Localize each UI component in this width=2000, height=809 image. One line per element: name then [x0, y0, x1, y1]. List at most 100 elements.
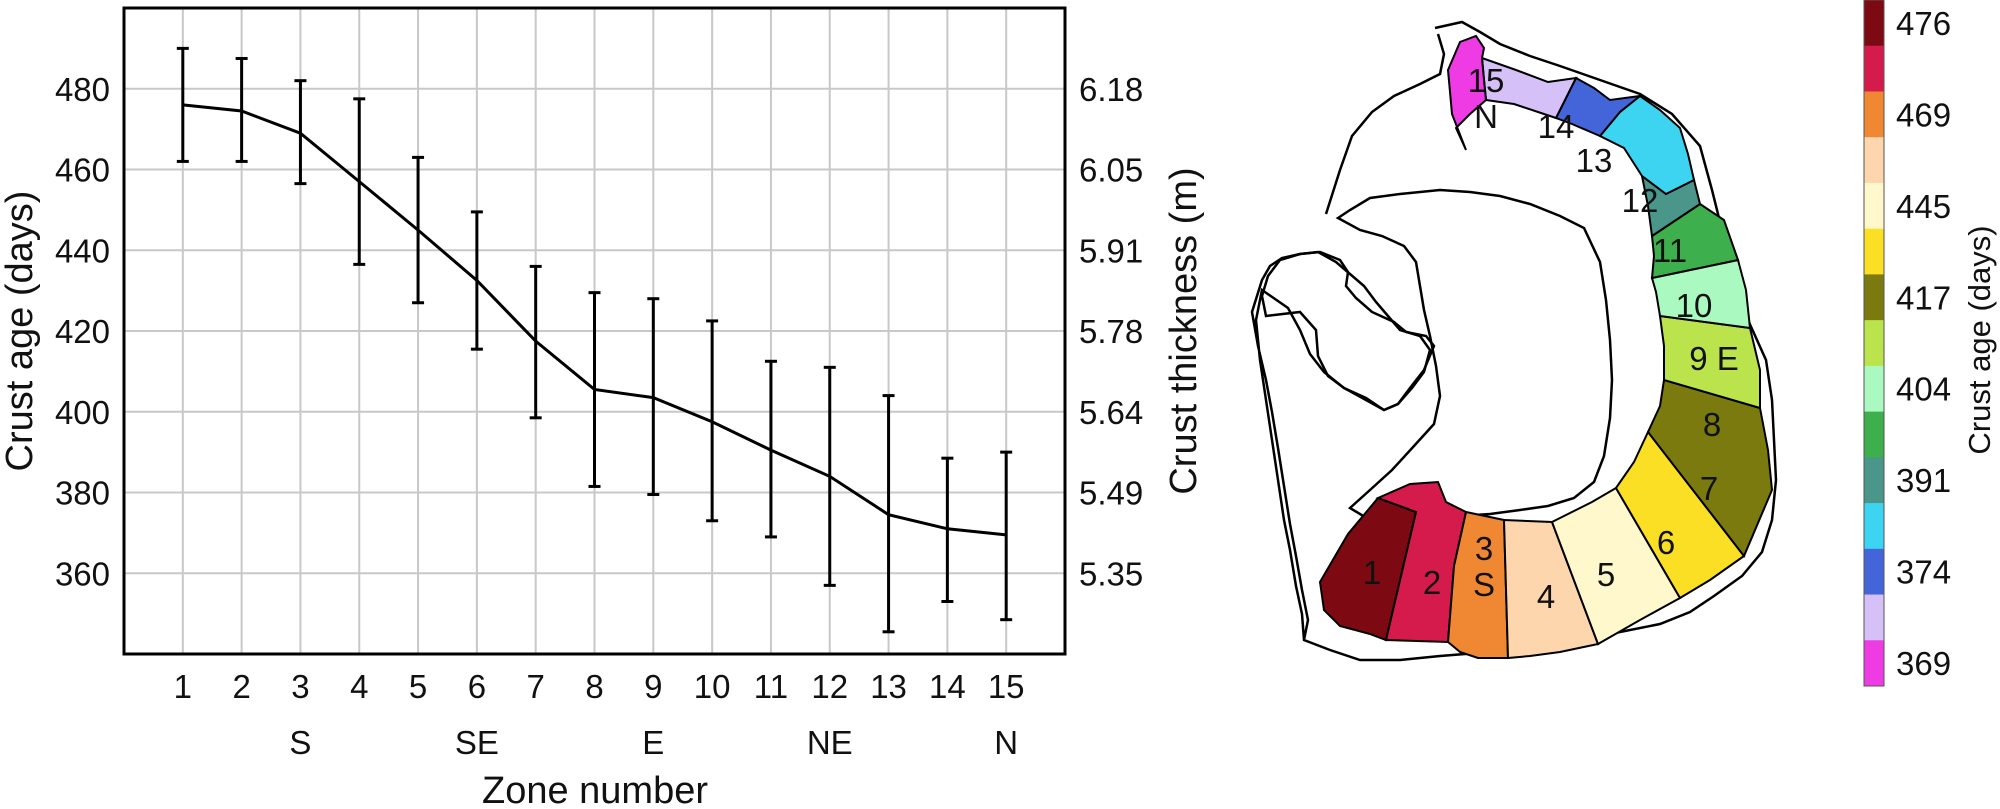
y-tick-label: 400 [55, 394, 110, 431]
inner-outline [1324, 33, 1446, 215]
direction-label: SE [455, 724, 499, 761]
colorbar-ticks: 476 469 445 417 404 391 374 369 [1896, 5, 1951, 682]
y2-tick-label: 5.49 [1079, 475, 1143, 512]
x-axis-label: Zone number [482, 770, 708, 809]
colorbar-swatch [1864, 548, 1884, 596]
direction-label: N [994, 724, 1018, 761]
zone-label-4: 4 [1537, 578, 1555, 615]
colorbar-swatch [1864, 640, 1884, 687]
x-tick-label: 8 [585, 668, 603, 705]
zone-7 [1646, 378, 1774, 558]
x-tick-label: 5 [409, 668, 427, 705]
y-tick-label: 440 [55, 232, 110, 269]
zone-label-8: 8 [1703, 406, 1721, 443]
zone-label-12: 12 [1622, 182, 1659, 219]
colorbar-tick-label: 369 [1896, 645, 1951, 682]
x-tick-label: 11 [754, 668, 788, 705]
inner-island-outline [1335, 188, 1614, 522]
colorbar-swatch [1864, 411, 1884, 458]
colorbar-swatch [1864, 0, 1884, 47]
series-line-crust-age [182, 103, 1007, 537]
zone-label-5: 5 [1597, 556, 1615, 593]
y-tick-label: 420 [55, 313, 110, 350]
zone-label-1: 1 [1363, 554, 1381, 591]
colorbar-tick-label: 374 [1896, 554, 1951, 591]
x-tick-label: 10 [694, 668, 731, 705]
colorbar-swatch [1864, 503, 1884, 550]
zone-label-15: 15 [1468, 62, 1505, 99]
zone-13 [1554, 76, 1644, 138]
direction-labels: S SE E NE N [289, 724, 1018, 761]
x-tick-label: 4 [350, 668, 368, 705]
zone-label-11: 11 [1653, 232, 1687, 269]
zones [1318, 34, 1774, 660]
zone-15 [1446, 34, 1488, 151]
x-tick-label: 6 [468, 668, 486, 705]
x-tick-label: 15 [988, 668, 1025, 705]
zone-label-10: 10 [1676, 287, 1713, 324]
direction-label: NE [807, 724, 853, 761]
y2-axis: 5.35 5.49 5.64 5.78 5.91 6.05 6.18 [1079, 71, 1143, 593]
zone-label-9: 9 E [1689, 340, 1739, 377]
colorbar-label: Crust age (days) [1962, 225, 1997, 454]
y-tick-label: 380 [55, 475, 110, 512]
colorbar-tick-label: 469 [1896, 96, 1951, 133]
colorbar-swatch [1864, 45, 1884, 92]
zone-label-2: 2 [1423, 564, 1441, 601]
colorbar-tick-label: 476 [1896, 5, 1951, 42]
y-axis-label: Crust age (days) [0, 191, 41, 472]
y2-tick-label: 6.18 [1079, 71, 1143, 108]
y2-tick-label: 5.64 [1079, 394, 1143, 431]
plot-frame [122, 6, 1067, 656]
y-axis: 360 380 400 420 440 460 480 [55, 71, 110, 593]
x-axis: 1 2 3 4 5 6 7 8 9 10 11 12 13 14 15 [174, 668, 1025, 705]
x-tick-label: 7 [527, 668, 545, 705]
y2-tick-label: 5.35 [1079, 555, 1143, 592]
x-tick-label: 1 [174, 668, 192, 705]
zone-label-13: 13 [1576, 142, 1613, 179]
y2-tick-label: 5.78 [1079, 313, 1143, 350]
x-tick-label: 3 [291, 668, 309, 705]
zone-label-3: 3 [1475, 530, 1493, 567]
zone-direction-label: S [1473, 566, 1495, 603]
colorbar-tick-label: 391 [1896, 462, 1951, 499]
colorbar-swatch [1864, 594, 1884, 641]
direction-label: E [642, 724, 664, 761]
colorbar-swatch [1864, 320, 1884, 367]
lake-outline [1260, 250, 1436, 412]
direction-label: S [289, 724, 311, 761]
colorbar-swatch [1864, 457, 1884, 504]
x-tick-label: 14 [929, 668, 966, 705]
colorbar-tick-label: 417 [1896, 279, 1951, 316]
y2-axis-label: Crust thickness (m) [1163, 167, 1205, 494]
zone-label-7: 7 [1700, 470, 1718, 507]
x-tick-label: 13 [870, 668, 907, 705]
zone-label-14: 14 [1538, 108, 1575, 145]
colorbar-blocks [1864, 0, 1884, 687]
colorbar-swatch [1864, 228, 1884, 275]
y-tick-label: 480 [55, 71, 110, 108]
x-tick-label: 12 [811, 668, 848, 705]
colorbar-tick-label: 445 [1896, 188, 1951, 225]
zone-12 [1598, 94, 1696, 196]
colorbar-swatch [1864, 182, 1884, 230]
y-tick-label: 360 [55, 555, 110, 592]
zone-label-6: 6 [1657, 524, 1675, 561]
x-tick-label: 9 [644, 668, 662, 705]
colorbar-swatch [1864, 365, 1884, 413]
y2-tick-label: 6.05 [1079, 152, 1143, 189]
colorbar: 476 469 445 417 404 391 374 369 Crust age (days… [1863, 0, 1997, 687]
colorbar-swatch [1864, 274, 1884, 321]
y2-tick-label: 5.91 [1079, 232, 1143, 269]
x-tick-label: 2 [232, 668, 250, 705]
colorbar-tick-label: 404 [1896, 371, 1951, 408]
zone-direction-label: N [1474, 98, 1498, 135]
colorbar-swatch [1864, 137, 1884, 184]
colorbar-swatch [1864, 91, 1884, 138]
y-tick-label: 460 [55, 152, 110, 189]
colorbar-frame [1863, 0, 1885, 687]
